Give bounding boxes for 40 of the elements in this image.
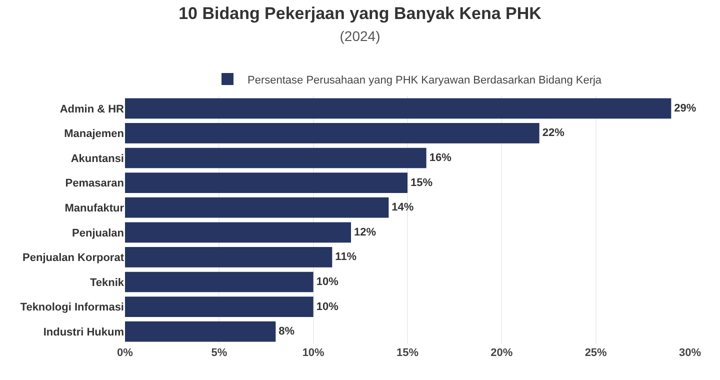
x-tick-label: 30% — [678, 347, 702, 359]
bar — [125, 296, 314, 317]
y-tick-label: Manajemen — [64, 128, 124, 140]
y-tick-label: Manufaktur — [64, 202, 125, 214]
data-label: 29% — [674, 102, 696, 114]
y-tick-label: Industri Hukum — [43, 326, 124, 338]
data-label: 22% — [542, 127, 565, 140]
bar — [125, 148, 426, 168]
chart-title: 10 Bidang Pekerjaan yang Banyak Kena PHK — [178, 4, 542, 23]
y-tick-label: Pemasaran — [65, 178, 124, 190]
bar — [125, 172, 408, 193]
bar — [125, 272, 314, 292]
x-tick-label: 0% — [117, 347, 134, 359]
bar — [125, 98, 672, 119]
data-label: 14% — [392, 202, 414, 214]
y-tick-label: Penjualan — [72, 227, 124, 240]
bar — [125, 321, 276, 342]
bar — [125, 222, 351, 243]
data-label: 15% — [410, 176, 433, 189]
x-tick-label: 25% — [584, 347, 608, 359]
data-label: 8% — [278, 326, 295, 338]
data-label: 10% — [316, 276, 339, 288]
data-label: 10% — [316, 300, 339, 313]
bar — [125, 123, 540, 144]
y-tick-label: Teknik — [90, 276, 125, 289]
bar — [125, 197, 389, 218]
bar — [125, 247, 332, 268]
x-tick-label: 5% — [211, 347, 228, 359]
legend-label: Persentase Perusahaan yang PHK Karyawan Berdasarkan Bidang Kerja — [248, 74, 602, 86]
y-tick-label: Akuntansi — [70, 152, 124, 165]
data-label: 16% — [429, 152, 452, 164]
x-tick-label: 15% — [396, 347, 419, 359]
y-tick-label: Penjualan Korporat — [22, 252, 124, 264]
y-tick-label: Admin & HR — [60, 103, 124, 116]
y-tick-label: Teknologi Informasi — [20, 302, 124, 314]
chart-subtitle: (2024) — [340, 28, 380, 44]
x-tick-label: 10% — [302, 347, 325, 359]
x-tick-label: 20% — [490, 347, 513, 359]
data-label: 12% — [354, 226, 376, 238]
data-label: 11% — [335, 251, 357, 264]
